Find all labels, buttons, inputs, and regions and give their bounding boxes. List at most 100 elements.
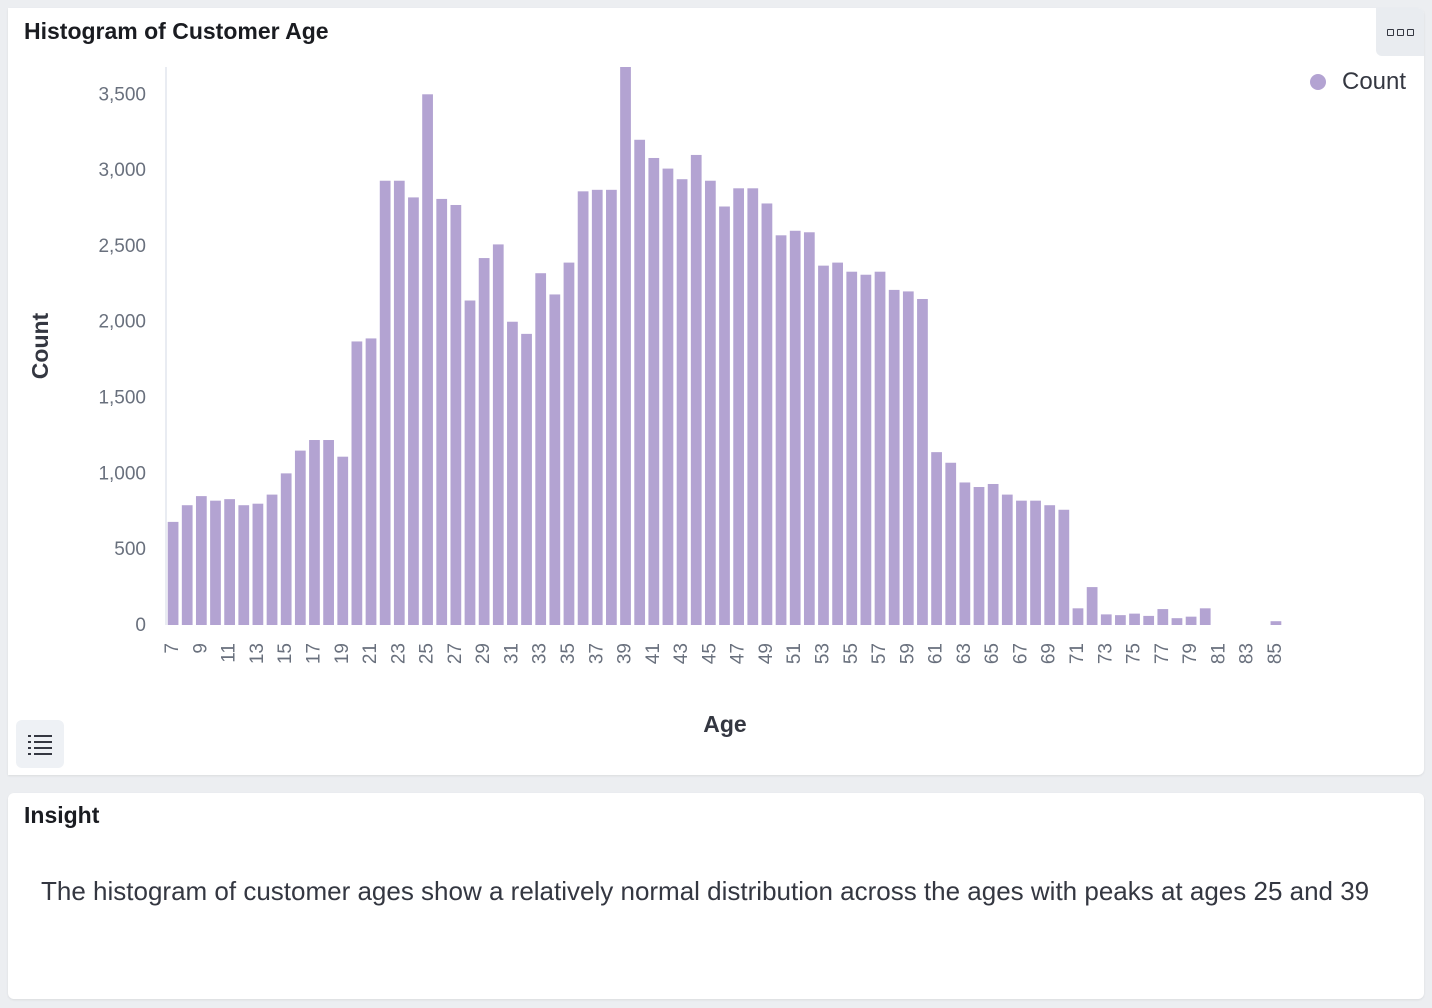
bar bbox=[351, 341, 363, 625]
bar bbox=[337, 456, 349, 625]
x-tick-label: 65 bbox=[982, 643, 1003, 664]
x-tick-label: 19 bbox=[332, 643, 353, 664]
bar bbox=[1100, 614, 1112, 625]
y-tick-label: 1,000 bbox=[98, 463, 146, 484]
bar bbox=[1058, 509, 1070, 625]
x-tick-label: 85 bbox=[1265, 643, 1286, 664]
bar bbox=[591, 189, 603, 625]
bar bbox=[1044, 505, 1056, 625]
bar bbox=[606, 189, 617, 625]
bar bbox=[563, 262, 575, 625]
bar bbox=[181, 505, 193, 625]
x-tick-label: 57 bbox=[869, 643, 890, 664]
bar bbox=[478, 258, 490, 625]
x-tick-label: 47 bbox=[728, 643, 749, 664]
bar bbox=[210, 500, 221, 625]
y-tick-label: 500 bbox=[114, 539, 146, 560]
bar bbox=[1016, 500, 1027, 625]
x-tick-label: 43 bbox=[671, 643, 692, 664]
x-tick-label: 79 bbox=[1180, 643, 1201, 664]
x-tick-label: 81 bbox=[1208, 643, 1229, 664]
bar bbox=[1115, 615, 1126, 625]
bar bbox=[959, 482, 971, 625]
x-tick-label: 29 bbox=[473, 643, 494, 664]
x-tick-label: 13 bbox=[247, 643, 268, 664]
bar bbox=[846, 271, 858, 625]
x-tick-label: 9 bbox=[190, 643, 211, 654]
x-tick-label: 53 bbox=[812, 643, 833, 664]
legend-label: Count bbox=[1342, 68, 1406, 95]
list-icon bbox=[28, 735, 52, 755]
bar bbox=[634, 139, 646, 626]
bar bbox=[549, 294, 561, 625]
bar bbox=[436, 198, 448, 626]
x-tick-label: 7 bbox=[162, 643, 183, 654]
insight-panel: Insight The histogram of customer ages s… bbox=[8, 793, 1424, 999]
bar bbox=[761, 203, 773, 625]
bar bbox=[676, 179, 688, 625]
panel-menu-button[interactable] bbox=[1376, 8, 1424, 56]
bar bbox=[648, 157, 660, 625]
x-tick-label: 23 bbox=[388, 643, 409, 664]
bar bbox=[1199, 608, 1211, 625]
bar bbox=[931, 452, 942, 625]
x-tick-label: 73 bbox=[1095, 643, 1116, 664]
bar bbox=[719, 206, 730, 625]
bar bbox=[620, 67, 631, 625]
bar bbox=[1157, 609, 1169, 625]
x-tick-label: 15 bbox=[275, 643, 296, 664]
x-tick-label: 35 bbox=[558, 643, 579, 664]
bar bbox=[1270, 621, 1282, 625]
bar bbox=[195, 496, 207, 625]
x-tick-label: 33 bbox=[530, 643, 551, 664]
y-tick-label: 3,000 bbox=[98, 160, 146, 181]
bar bbox=[917, 298, 928, 625]
bar bbox=[408, 197, 419, 626]
x-tick-label: 63 bbox=[954, 643, 975, 664]
bar bbox=[365, 338, 377, 625]
bar bbox=[577, 191, 589, 625]
bar bbox=[803, 232, 815, 626]
x-tick-label: 55 bbox=[841, 643, 862, 664]
x-tick-label: 59 bbox=[897, 643, 918, 664]
y-tick-label: 2,500 bbox=[98, 236, 146, 257]
bar bbox=[902, 291, 914, 625]
y-tick-label: 0 bbox=[135, 615, 146, 636]
bar bbox=[294, 450, 306, 625]
x-tick-label: 75 bbox=[1124, 643, 1145, 664]
bar bbox=[662, 168, 674, 625]
x-tick-label: 27 bbox=[445, 643, 466, 664]
bar bbox=[704, 180, 716, 625]
y-tick-label: 3,500 bbox=[98, 84, 146, 105]
x-tick-label: 49 bbox=[756, 643, 777, 664]
bar bbox=[521, 333, 532, 625]
bar bbox=[393, 180, 405, 625]
y-tick-label: 2,000 bbox=[98, 312, 146, 333]
chart-panel: Histogram of Customer Age 0 500 1,000 1,500… bbox=[8, 8, 1424, 775]
x-tick-label: 71 bbox=[1067, 643, 1088, 664]
bar bbox=[1143, 615, 1155, 625]
bar bbox=[450, 204, 462, 625]
bar bbox=[690, 154, 702, 625]
x-tick-label: 41 bbox=[643, 643, 664, 664]
x-tick-label: 61 bbox=[926, 643, 947, 664]
bar bbox=[492, 244, 504, 626]
x-tick-label: 51 bbox=[784, 643, 805, 664]
x-tick-label: 77 bbox=[1152, 643, 1173, 664]
x-tick-label: 45 bbox=[699, 643, 720, 664]
bar bbox=[832, 262, 843, 625]
legend-swatch bbox=[1310, 74, 1326, 90]
x-axis-title: Age bbox=[703, 711, 746, 737]
legend-toggle-button[interactable] bbox=[16, 720, 64, 768]
x-tick-label: 39 bbox=[615, 643, 636, 664]
bar bbox=[1001, 494, 1013, 625]
bar bbox=[535, 273, 547, 625]
bar bbox=[888, 289, 900, 625]
bar bbox=[309, 440, 320, 625]
y-tick-label: 1,500 bbox=[98, 388, 146, 409]
x-tick-label: 31 bbox=[501, 643, 522, 664]
insight-title: Insight bbox=[24, 802, 100, 828]
bar bbox=[747, 188, 759, 625]
bar bbox=[1030, 500, 1041, 625]
x-tick-label: 67 bbox=[1010, 643, 1031, 664]
